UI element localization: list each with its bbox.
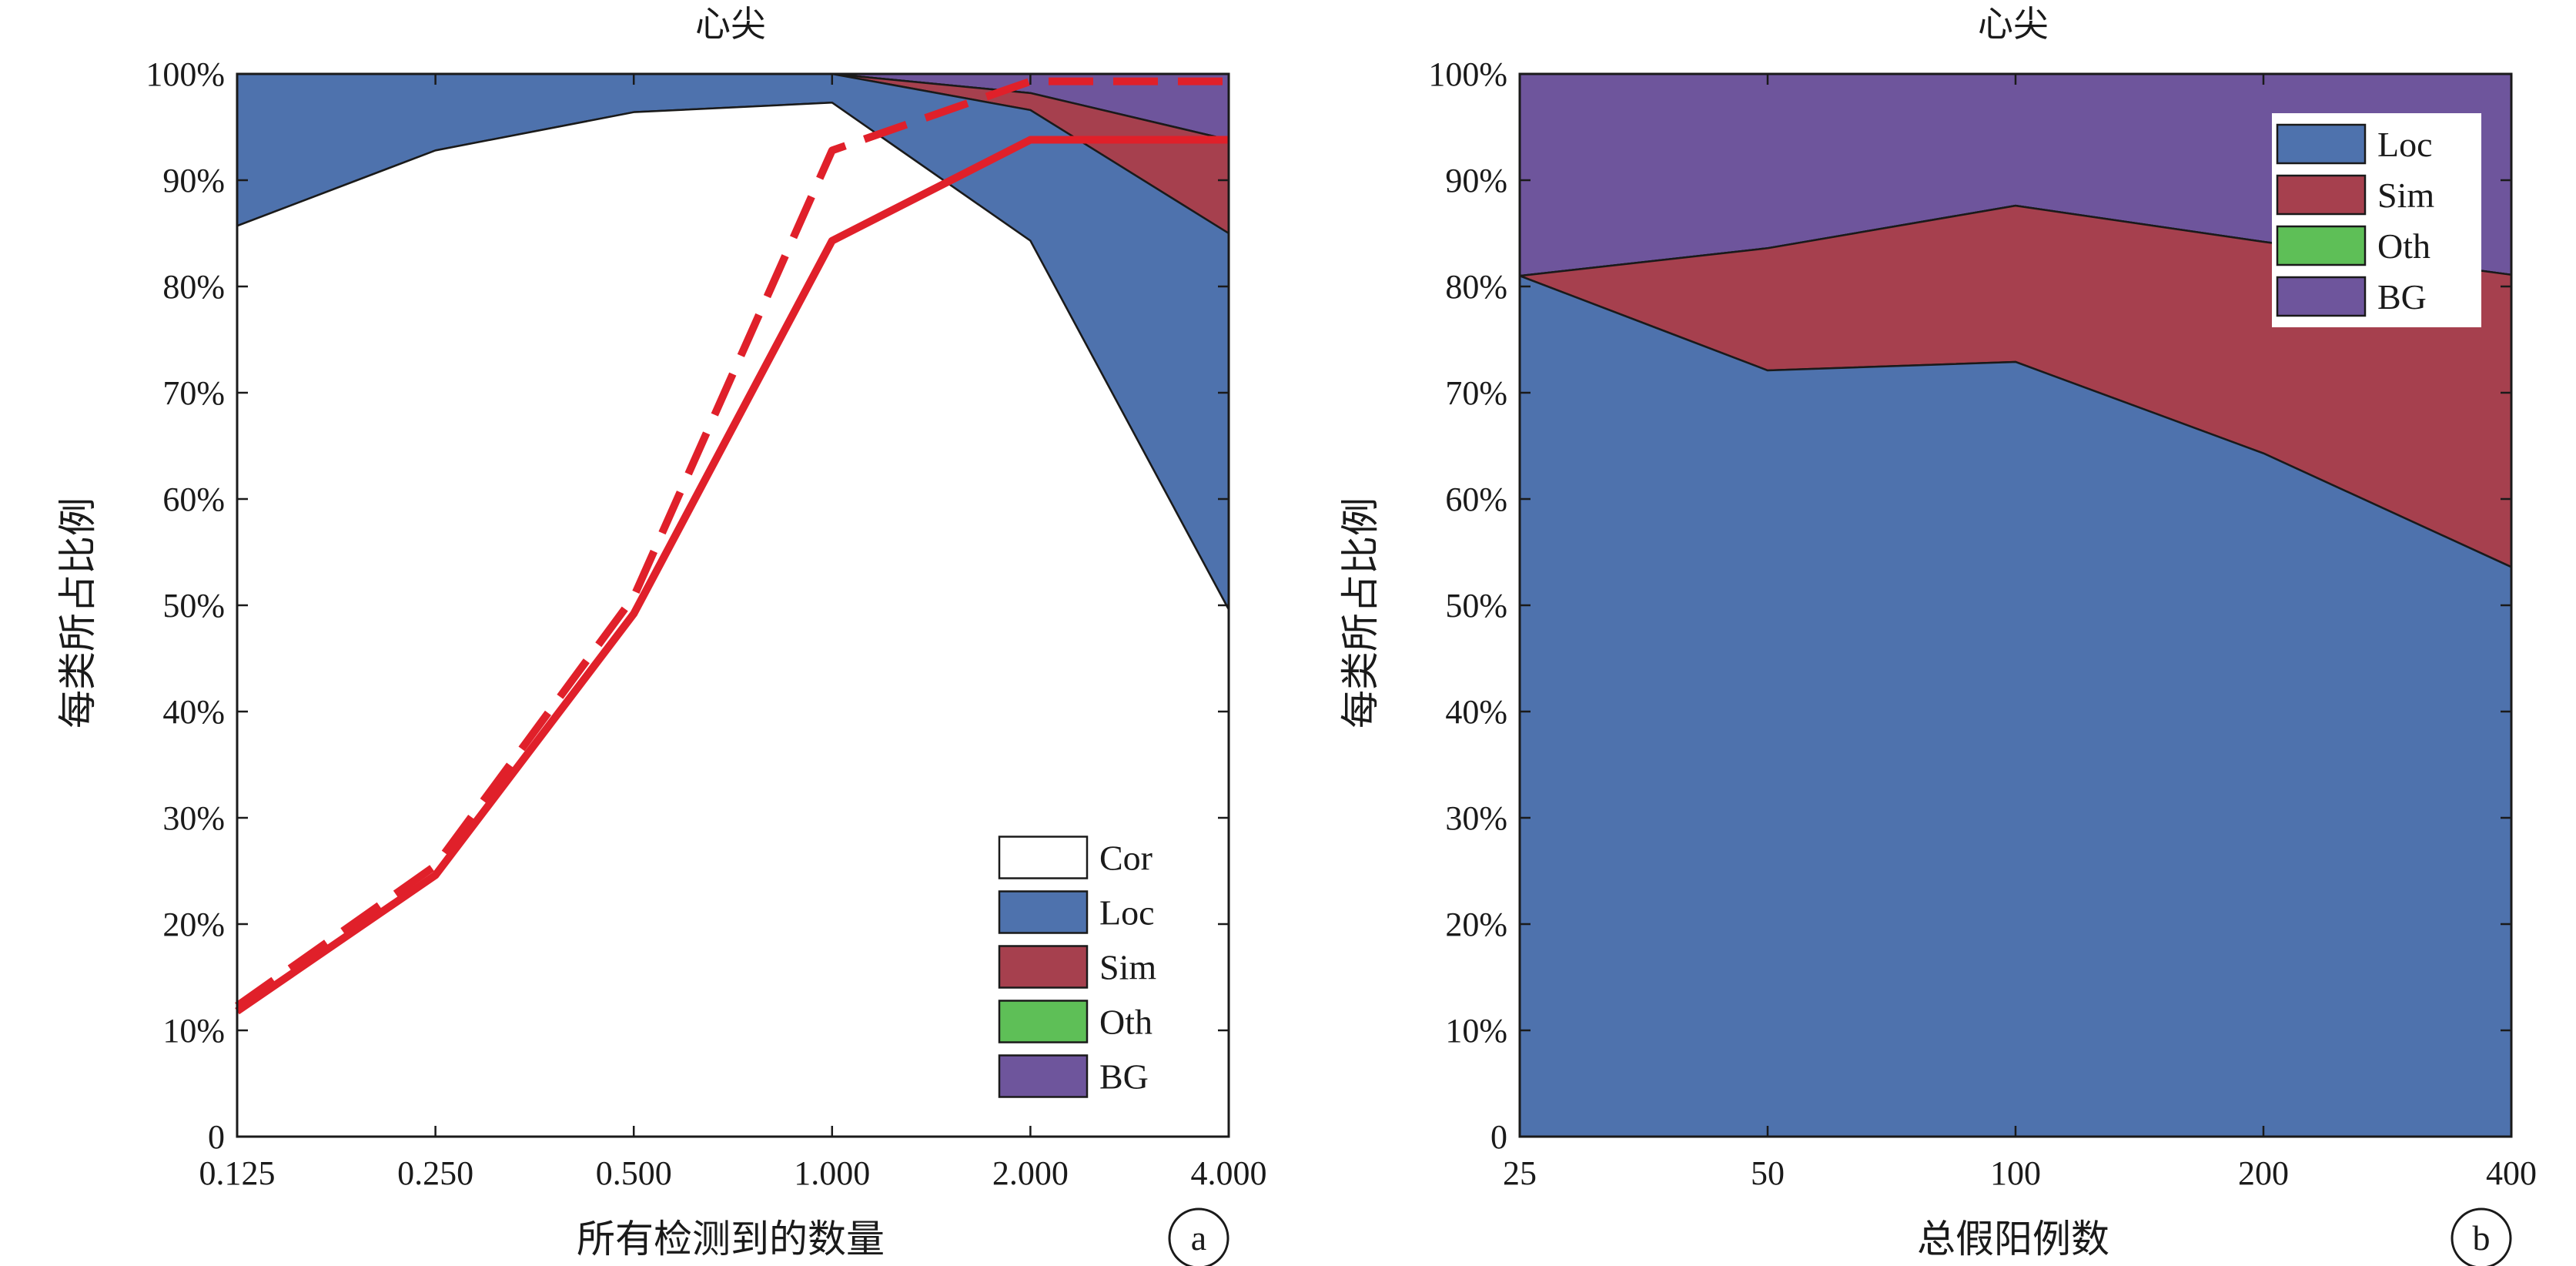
- panel-a-label-circle: [1168, 1207, 1229, 1266]
- y-tick-label: 80%: [1445, 268, 1507, 306]
- panel-a-y-axis-label: 每类所占比例: [56, 497, 99, 728]
- legend-swatch-sim: [998, 945, 1089, 989]
- legend-label-loc: Loc: [2377, 125, 2433, 164]
- y-tick-label: 50%: [162, 587, 225, 625]
- y-tick-label: 40%: [162, 693, 225, 731]
- panel-a-legend: Cor Loc Sim Oth BG: [992, 823, 1217, 1110]
- panel-b-x-axis-label: 总假阳例数: [1917, 1217, 2109, 1261]
- y-tick-label: 100%: [146, 55, 225, 93]
- panel-b: 0 10% 20% 30% 40% 50% 60% 70% 80% 90% 100% 25 50 100 2…: [1339, 5, 2537, 1266]
- legend-label-sim: Sim: [1099, 948, 1156, 987]
- legend-label-oth: Oth: [1099, 1003, 1153, 1042]
- panel-b-label: b: [2473, 1218, 2491, 1258]
- panel-a-x-axis-label: 所有检测到的数量: [577, 1217, 885, 1261]
- y-tick-label: 30%: [1445, 799, 1507, 837]
- y-tick-label: 10%: [1445, 1012, 1507, 1050]
- y-tick-label: 70%: [1445, 374, 1507, 412]
- x-tick-label: 50: [1751, 1154, 1785, 1192]
- x-tick-label: 2.000: [992, 1154, 1069, 1192]
- panel-b-label-circle: [2451, 1207, 2512, 1266]
- y-tick-label: 90%: [162, 162, 225, 199]
- legend-label-loc: Loc: [1099, 893, 1155, 933]
- legend-label-sim: Sim: [2377, 176, 2434, 215]
- legend-swatch-loc: [998, 890, 1089, 934]
- y-tick-label: 30%: [162, 799, 225, 837]
- x-tick-label: 0.250: [397, 1154, 473, 1192]
- x-tick-label: 100: [1990, 1154, 2041, 1192]
- x-tick-label: 400: [2486, 1154, 2537, 1192]
- y-tick-label: 70%: [162, 374, 225, 412]
- x-tick-label: 25: [1503, 1154, 1537, 1192]
- x-tick-label: 1.000: [794, 1154, 870, 1192]
- series-line-solid: [235, 136, 1229, 1015]
- y-tick-label: 90%: [1445, 162, 1507, 199]
- panel-a-label: a: [1191, 1218, 1206, 1258]
- x-tick-label: 0.125: [199, 1154, 276, 1192]
- y-tick-label: 10%: [162, 1012, 225, 1050]
- y-tick-label: 40%: [1445, 693, 1507, 731]
- panel-a: 0 10% 20% 30% 40% 50% 60% 70% 80% 90% 100% 0.125 0.2…: [56, 5, 1267, 1266]
- y-tick-label: 60%: [1445, 481, 1507, 518]
- legend-label-bg: BG: [2377, 277, 2427, 316]
- y-tick-label: 50%: [1445, 587, 1507, 625]
- x-tick-label: 0.500: [596, 1154, 672, 1192]
- panel-a-ticks: 0 10% 20% 30% 40% 50% 60% 70% 80% 90% 100% 0.125 0.2…: [146, 55, 1266, 1192]
- series-line-dashed: [235, 77, 1229, 1010]
- panel-b-y-axis-label: 每类所占比例: [1339, 497, 1382, 728]
- y-tick-label: 20%: [1445, 906, 1507, 943]
- y-tick-label: 20%: [162, 906, 225, 943]
- y-tick-label: 0: [1490, 1118, 1507, 1156]
- legend-label-bg: BG: [1099, 1057, 1149, 1097]
- y-tick-label: 100%: [1428, 55, 1507, 93]
- x-tick-label: 4.000: [1191, 1154, 1267, 1192]
- y-tick-label: 60%: [162, 481, 225, 518]
- panel-b-ticks: 0 10% 20% 30% 40% 50% 60% 70% 80% 90% 100% 25 50 100 2…: [1428, 55, 2537, 1192]
- legend-swatch-cor: [998, 836, 1089, 879]
- legend-swatch-bg: [2276, 276, 2367, 317]
- panel-b-legend: Loc Sim Oth BG: [2272, 113, 2481, 327]
- legend-label-cor: Cor: [1099, 839, 1153, 878]
- legend-swatch-loc: [2276, 123, 2367, 165]
- x-tick-label: 200: [2238, 1154, 2289, 1192]
- legend-label-oth: Oth: [2377, 226, 2430, 266]
- y-tick-label: 80%: [162, 268, 225, 306]
- legend-swatch-oth: [998, 1000, 1089, 1043]
- panel-a-lines: [235, 77, 1229, 1015]
- panel-b-title: 心尖: [1978, 5, 2049, 44]
- legend-swatch-bg: [998, 1054, 1089, 1098]
- panel-a-title: 心尖: [695, 5, 766, 44]
- legend-swatch-sim: [2276, 174, 2367, 216]
- legend-swatch-oth: [2276, 225, 2367, 266]
- y-tick-label: 0: [208, 1118, 225, 1156]
- panel-b-areas: [1518, 72, 2513, 1138]
